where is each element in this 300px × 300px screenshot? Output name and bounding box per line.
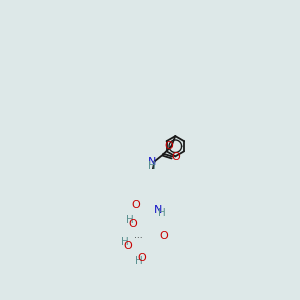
Text: O: O	[164, 141, 173, 151]
Text: O: O	[159, 231, 168, 241]
Text: H: H	[126, 215, 134, 225]
Text: H: H	[158, 208, 166, 218]
Polygon shape	[133, 220, 143, 224]
Text: N: N	[148, 157, 156, 167]
Text: O: O	[132, 200, 140, 210]
Text: H: H	[148, 161, 156, 171]
Text: H: H	[135, 256, 142, 266]
Text: O: O	[129, 219, 137, 229]
Text: O: O	[171, 152, 180, 163]
Text: ···: ···	[134, 235, 142, 244]
Text: O: O	[123, 241, 132, 251]
Text: O: O	[137, 253, 146, 262]
Text: N: N	[154, 205, 163, 215]
Polygon shape	[128, 237, 136, 242]
Text: H: H	[121, 237, 129, 248]
